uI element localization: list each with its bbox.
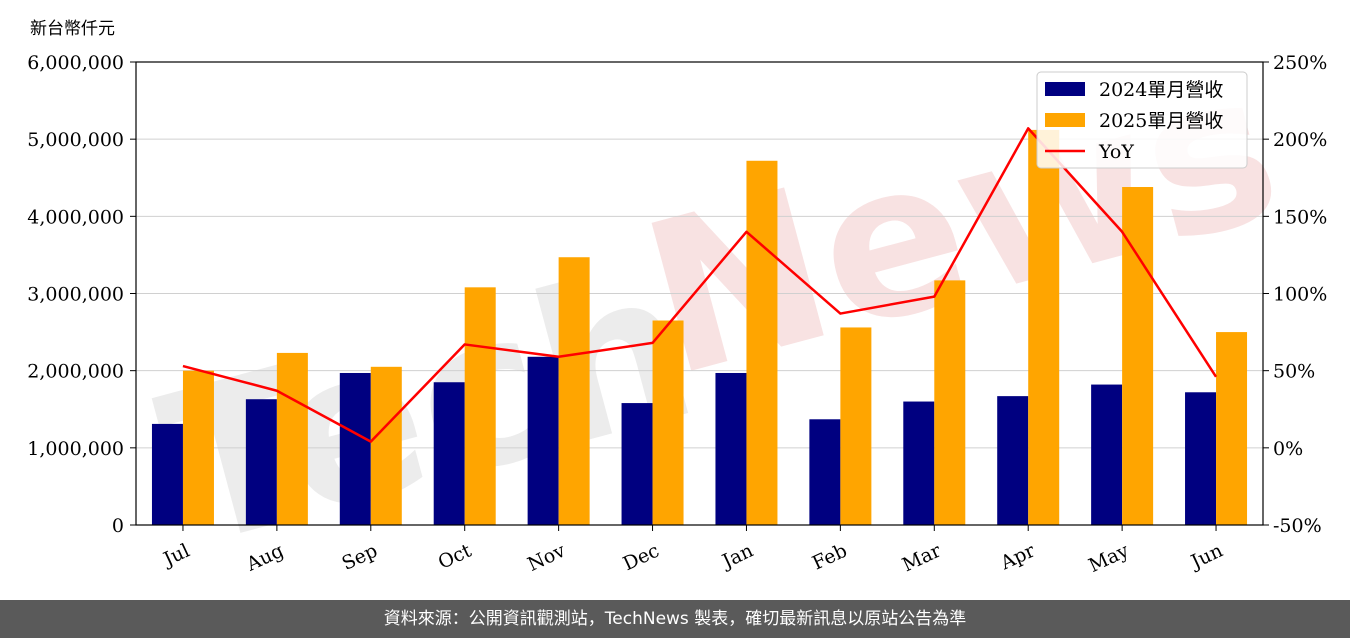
legend-swatch	[1045, 113, 1085, 127]
revenue-chart: Tech News 0 -50%1,000,000 0%2,000,000 50%3,…	[27, 19, 1327, 595]
bar-2025	[746, 160, 778, 526]
bar-2024	[245, 399, 277, 525]
x-tick-label: Apr	[996, 539, 1039, 575]
x-tick-label: Oct	[435, 539, 475, 573]
bar-2025	[464, 287, 496, 525]
legend: 2024單月營收 2025單月營收 YoY	[1036, 71, 1248, 169]
x-tick-label: Jan	[717, 540, 756, 574]
y-tick-label: 3,000,000	[27, 284, 124, 306]
y-tick-label: 0	[112, 515, 124, 537]
x-tick-label: Dec	[620, 540, 663, 576]
legend-label: 2024單月營收	[1099, 79, 1223, 101]
legend-label: 2025單月營收	[1099, 110, 1223, 132]
bar-2025	[934, 280, 966, 525]
bar-2024	[903, 401, 935, 525]
y-tick-label: 1,000,000	[27, 438, 124, 460]
legend-swatch	[1045, 82, 1085, 96]
bar-2025	[840, 327, 872, 525]
x-tick-label: Mar	[899, 539, 945, 576]
x-tick-label: Nov	[524, 539, 569, 575]
bar-2024	[433, 382, 465, 525]
y2-tick-label: 0%	[1273, 438, 1303, 460]
bar-2025	[652, 320, 684, 525]
bar-2025	[1122, 187, 1154, 525]
x-tick-label: Feb	[809, 540, 851, 575]
y2-tick-label: -50%	[1273, 515, 1322, 537]
bar-2025	[1216, 332, 1248, 525]
bars	[151, 129, 1248, 526]
plot-frame	[135, 61, 1264, 526]
legend-label: YoY	[1098, 141, 1134, 163]
y-tick-label: 2,000,000	[27, 361, 124, 383]
bar-2025	[558, 257, 590, 525]
y-tick-label: 5,000,000	[27, 129, 124, 151]
bar-2024	[715, 372, 747, 525]
y-tick-label: 6,000,000	[27, 52, 124, 74]
y2-tick-label: 250%	[1273, 52, 1327, 74]
bar-2024	[621, 403, 653, 525]
y-tick-label: 4,000,000	[27, 206, 124, 228]
legend-box	[1036, 71, 1248, 169]
x-tick-label: Jul	[158, 540, 193, 572]
axes: 0 -50% 1,000,000 0% 2,000,000 50% 3,000,000 100…	[27, 52, 1327, 577]
bar-2024	[527, 356, 559, 525]
bar-2024	[1091, 384, 1123, 525]
x-tick-label: May	[1085, 539, 1132, 577]
y2-tick-label: 100%	[1273, 284, 1327, 306]
x-tick-label: Jun	[1186, 540, 1226, 574]
y2-tick-label: 200%	[1273, 129, 1327, 151]
bar-2025	[370, 366, 402, 525]
bar-2025	[276, 352, 308, 525]
bar-2024	[1185, 392, 1217, 525]
bar-2024	[997, 396, 1029, 525]
bar-2025	[1028, 129, 1060, 525]
source-footer: 資料來源：公開資訊觀測站，TechNews 製表，確切最新訊息以原站公告為準	[0, 600, 1350, 638]
y2-tick-label: 50%	[1273, 361, 1315, 383]
y-axis-unit-label: 新台幣仟元	[30, 19, 115, 39]
y2-tick-label: 150%	[1273, 206, 1327, 228]
bar-2024	[151, 423, 183, 525]
bar-2024	[809, 419, 841, 525]
bar-2024	[339, 372, 371, 525]
bar-2025	[182, 370, 214, 525]
